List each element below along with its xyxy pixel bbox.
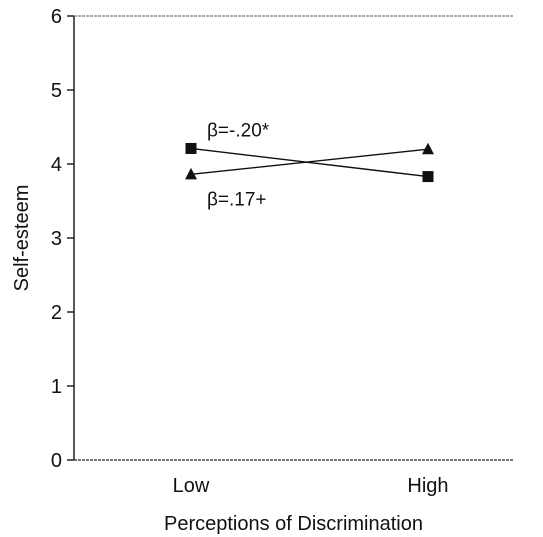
- x-tick-label: High: [407, 475, 448, 497]
- x-axis-label: Perceptions of Discrimination: [164, 513, 423, 535]
- y-tick-label: 5: [51, 80, 62, 102]
- y-axis-label: Self-esteem: [11, 185, 33, 292]
- series-annotation: β=-.20*: [207, 120, 270, 141]
- series-line: [190, 147, 429, 178]
- y-ticks: 0 1 2 3 4 5 6: [51, 6, 74, 472]
- x-ticks: Low High: [173, 475, 449, 497]
- x-tick-label: Low: [173, 475, 210, 497]
- y-tick-label: 6: [51, 6, 62, 28]
- triangle-marker: [422, 142, 434, 155]
- axes: [73, 15, 513, 461]
- series-line: [190, 148, 429, 176]
- y-tick-label: 3: [51, 228, 62, 250]
- y-tick-label: 4: [51, 154, 62, 176]
- y-tick-label: 2: [51, 302, 62, 324]
- series-annotation: β=.17+: [207, 189, 267, 210]
- square-marker: [185, 142, 197, 154]
- y-tick-label: 0: [51, 450, 62, 472]
- series-group: β=-.20* β=.17+: [185, 120, 434, 210]
- triangle-marker: [185, 167, 197, 180]
- square-marker: [422, 171, 434, 183]
- y-tick-label: 1: [51, 376, 62, 398]
